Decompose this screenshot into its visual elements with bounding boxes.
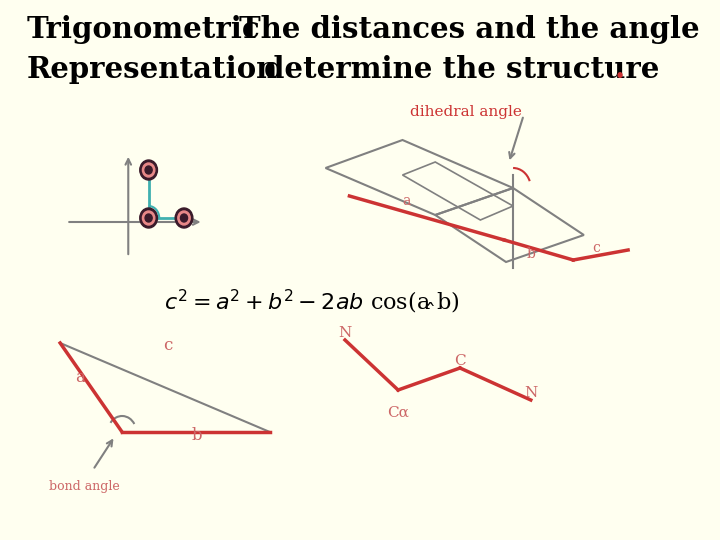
Text: bond angle: bond angle bbox=[49, 480, 120, 493]
Text: .: . bbox=[614, 55, 624, 84]
Text: The distances and the angle: The distances and the angle bbox=[238, 15, 699, 44]
Circle shape bbox=[140, 208, 158, 228]
Text: b: b bbox=[526, 247, 535, 261]
Text: $c^2 = a^2 + b^2 - 2ab\ \mathregular{cos(a\^{}\ b)}$: $c^2 = a^2 + b^2 - 2ab\ \mathregular{cos… bbox=[163, 288, 459, 316]
Circle shape bbox=[143, 211, 155, 225]
Text: c: c bbox=[163, 337, 173, 354]
Text: N: N bbox=[338, 326, 351, 340]
Text: a: a bbox=[75, 369, 84, 386]
Circle shape bbox=[181, 214, 187, 222]
Circle shape bbox=[140, 160, 158, 180]
Text: a: a bbox=[402, 194, 411, 208]
Circle shape bbox=[175, 208, 193, 228]
Text: Trigonometric: Trigonometric bbox=[27, 15, 260, 44]
Text: N: N bbox=[524, 386, 537, 400]
Text: determine the structure: determine the structure bbox=[264, 55, 660, 84]
Text: Cα: Cα bbox=[387, 406, 409, 420]
Circle shape bbox=[145, 166, 152, 174]
Text: C: C bbox=[454, 354, 466, 368]
Text: dihedral angle: dihedral angle bbox=[410, 105, 522, 119]
Circle shape bbox=[178, 211, 190, 225]
Circle shape bbox=[145, 214, 152, 222]
Text: b: b bbox=[191, 427, 202, 444]
Text: c: c bbox=[593, 241, 600, 255]
Text: Representation: Representation bbox=[27, 55, 278, 84]
Circle shape bbox=[143, 163, 155, 177]
